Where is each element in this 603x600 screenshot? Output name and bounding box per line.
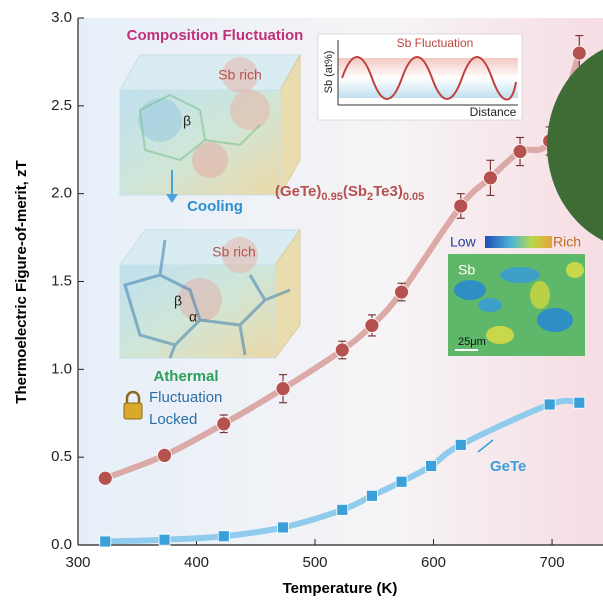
marker [572,46,586,60]
marker [426,460,437,471]
y-tick-label: 2.0 [51,185,72,202]
colorbar-low: Low [450,234,477,250]
x-tick-label: 400 [184,554,209,571]
annotation: Sb rich [212,244,256,260]
marker [217,417,231,431]
scale-label: 25μm [458,336,486,348]
marker [395,285,409,299]
marker [276,382,290,396]
inset-x-label: Distance [470,105,517,119]
series-label: GeTe [490,458,526,475]
marker [365,318,379,332]
marker [218,531,229,542]
inset-y-label: Sb (at%) [323,51,335,94]
x-tick-label: 500 [303,554,328,571]
marker [158,448,172,462]
x-tick-label: 300 [65,554,90,571]
marker [366,490,377,501]
y-tick-label: 0.5 [51,448,72,465]
colorbar-high: Rich [553,234,581,250]
marker [100,536,111,547]
x-tick-label: 600 [421,554,446,571]
chart: Temperature (K) Thermoelectric Figure-of… [0,0,603,600]
annotation: Composition Fluctuation [127,27,304,44]
annotation: β [174,293,182,309]
marker [513,145,527,159]
marker [483,171,497,185]
marker [396,476,407,487]
y-tick-label: 3.0 [51,9,72,26]
crystal-illustration-bottom [120,230,300,358]
series-label: (GeTe)0.95(Sb2Te3)0.05 [275,183,424,203]
crystal-illustration-top [120,55,300,195]
x-tick-label: 700 [540,554,565,571]
marker [454,199,468,213]
annotation: β [183,113,191,129]
y-tick-label: 2.5 [51,97,72,114]
map-label: Sb [458,262,475,278]
x-axis-title: Temperature (K) [283,580,398,597]
annotation: Locked [149,411,197,428]
marker [337,504,348,515]
marker [574,397,585,408]
marker [159,534,170,545]
y-tick-label: 1.5 [51,272,72,289]
marker [335,343,349,357]
annotation: Cooling [187,198,243,215]
annotation: Athermal [153,368,218,385]
annotation: α [189,309,197,325]
y-axis-title: Thermoelectric Figure-of-merit, zT [13,160,30,403]
inset-title: Sb Fluctuation [397,36,474,50]
marker [98,471,112,485]
marker [544,399,555,410]
marker [455,439,466,450]
annotation: Fluctuation [149,389,222,406]
y-tick-label: 0.0 [51,536,72,553]
y-tick-label: 1.0 [51,360,72,377]
annotation: Sb rich [218,67,262,83]
marker [278,522,289,533]
